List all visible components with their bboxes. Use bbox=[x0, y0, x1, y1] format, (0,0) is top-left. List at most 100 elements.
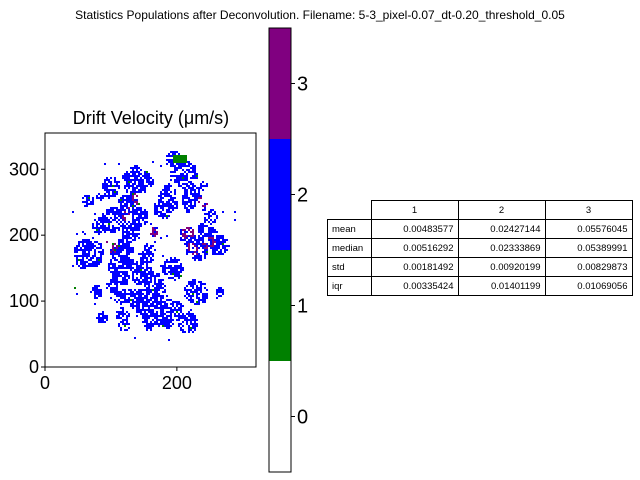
heatmap-pixel bbox=[114, 281, 116, 283]
heatmap-pixel bbox=[80, 241, 82, 243]
heatmap-pixel bbox=[156, 303, 158, 305]
heatmap-pixel bbox=[192, 171, 194, 173]
heatmap-pixel bbox=[86, 261, 88, 263]
heatmap-pixel bbox=[122, 323, 124, 325]
heatmap-pixel bbox=[78, 255, 80, 257]
heatmap-pixel bbox=[138, 267, 140, 269]
heatmap-pixel bbox=[134, 229, 136, 231]
heatmap-pixel bbox=[74, 287, 76, 289]
heatmap-pixel bbox=[176, 267, 178, 269]
heatmap-pixel bbox=[78, 243, 80, 245]
heatmap-pixel bbox=[112, 207, 114, 209]
heatmap-pixel bbox=[130, 261, 132, 263]
heatmap-pixel bbox=[130, 295, 132, 297]
heatmap-pixel bbox=[106, 319, 108, 321]
heatmap-pixel bbox=[130, 199, 132, 201]
heatmap-pixel bbox=[214, 239, 216, 241]
heatmap-pixel bbox=[132, 211, 134, 213]
heatmap-pixel bbox=[150, 177, 152, 179]
heatmap-pixel bbox=[82, 261, 84, 263]
heatmap-pixel bbox=[152, 285, 154, 287]
heatmap-pixel bbox=[138, 311, 140, 313]
heatmap-pixel bbox=[122, 277, 124, 279]
heatmap-pixel bbox=[148, 287, 150, 289]
heatmap-pixel bbox=[128, 261, 130, 263]
heatmap-pixel bbox=[152, 231, 154, 233]
heatmap-pixel bbox=[120, 275, 122, 277]
heatmap-pixel bbox=[106, 209, 108, 211]
heatmap-pixel bbox=[140, 281, 142, 283]
heatmap-pixel bbox=[96, 229, 98, 231]
heatmap-pixel bbox=[194, 237, 196, 239]
heatmap-pixel bbox=[200, 291, 202, 293]
heatmap-pixel bbox=[116, 211, 118, 213]
heatmap-pixel bbox=[118, 163, 120, 165]
heatmap-pixel bbox=[96, 257, 98, 259]
heatmap-pixel bbox=[174, 175, 176, 177]
heatmap-pixel bbox=[114, 217, 116, 219]
heatmap-pixel bbox=[182, 233, 184, 235]
heatmap-pixel bbox=[150, 289, 152, 291]
heatmap-pixel bbox=[180, 263, 182, 265]
table-column-header: 2 bbox=[457, 200, 546, 220]
heatmap-pixel bbox=[106, 191, 108, 193]
heatmap-pixel bbox=[150, 233, 152, 235]
heatmap-pixel bbox=[120, 301, 122, 303]
heatmap-pixel bbox=[128, 213, 130, 215]
heatmap-pixel bbox=[168, 307, 170, 309]
heatmap-pixel bbox=[196, 243, 198, 245]
heatmap-pixel bbox=[148, 277, 150, 279]
heatmap-pixel bbox=[72, 211, 74, 213]
heatmap-pixel bbox=[186, 197, 188, 199]
heatmap-pixel bbox=[132, 263, 134, 265]
heatmap-pixel bbox=[200, 223, 202, 225]
heatmap-pixel bbox=[118, 293, 120, 295]
heatmap-pixel bbox=[172, 305, 174, 307]
heatmap-pixel bbox=[176, 181, 178, 183]
heatmap-pixel bbox=[188, 171, 190, 173]
heatmap-pixel bbox=[120, 257, 122, 259]
heatmap-pixel bbox=[186, 207, 188, 209]
heatmap-pixel bbox=[94, 249, 96, 251]
heatmap-pixel bbox=[206, 247, 208, 249]
heatmap-pixel bbox=[100, 243, 102, 245]
heatmap-pixel bbox=[150, 313, 152, 315]
heatmap-pixel bbox=[182, 321, 184, 323]
heatmap-pixel bbox=[80, 261, 82, 263]
heatmap-pixel bbox=[128, 201, 130, 203]
heatmap-pixel bbox=[148, 179, 150, 181]
heatmap-pixel bbox=[156, 283, 158, 285]
heatmap-pixel bbox=[154, 323, 156, 325]
heatmap-pixel bbox=[158, 195, 160, 197]
heatmap-pixel bbox=[192, 281, 194, 283]
heatmap-pixel bbox=[146, 251, 148, 253]
heatmap-pixel bbox=[198, 241, 200, 243]
heatmap-pixel bbox=[140, 295, 142, 297]
heatmap-pixel bbox=[100, 261, 102, 263]
heatmap-pixel bbox=[102, 319, 104, 321]
heatmap-pixel bbox=[182, 317, 184, 319]
heatmap-pixel bbox=[190, 187, 192, 189]
heatmap-pixel bbox=[136, 219, 138, 221]
heatmap-pixel bbox=[160, 195, 162, 197]
heatmap-pixel bbox=[162, 315, 164, 317]
heatmap-pixel bbox=[180, 329, 182, 331]
heatmap-pixel bbox=[114, 293, 116, 295]
heatmap-pixel bbox=[158, 295, 160, 297]
heatmap-pixel bbox=[154, 209, 156, 211]
heatmap-pixel bbox=[202, 227, 204, 229]
heatmap-pixel bbox=[190, 281, 192, 283]
heatmap-pixel bbox=[138, 289, 140, 291]
heatmap-pixel bbox=[158, 203, 160, 205]
heatmap-pixel bbox=[114, 243, 116, 245]
heatmap-pixel bbox=[214, 253, 216, 255]
heatmap-pixel bbox=[98, 291, 100, 293]
heatmap-pixel bbox=[206, 203, 208, 205]
heatmap-pixel bbox=[114, 195, 116, 197]
heatmap-pixel bbox=[142, 297, 144, 299]
heatmap-pixel bbox=[128, 227, 130, 229]
heatmap-pixel bbox=[170, 179, 172, 181]
heatmap-pixel bbox=[140, 191, 142, 193]
heatmap-pixel bbox=[138, 183, 140, 185]
